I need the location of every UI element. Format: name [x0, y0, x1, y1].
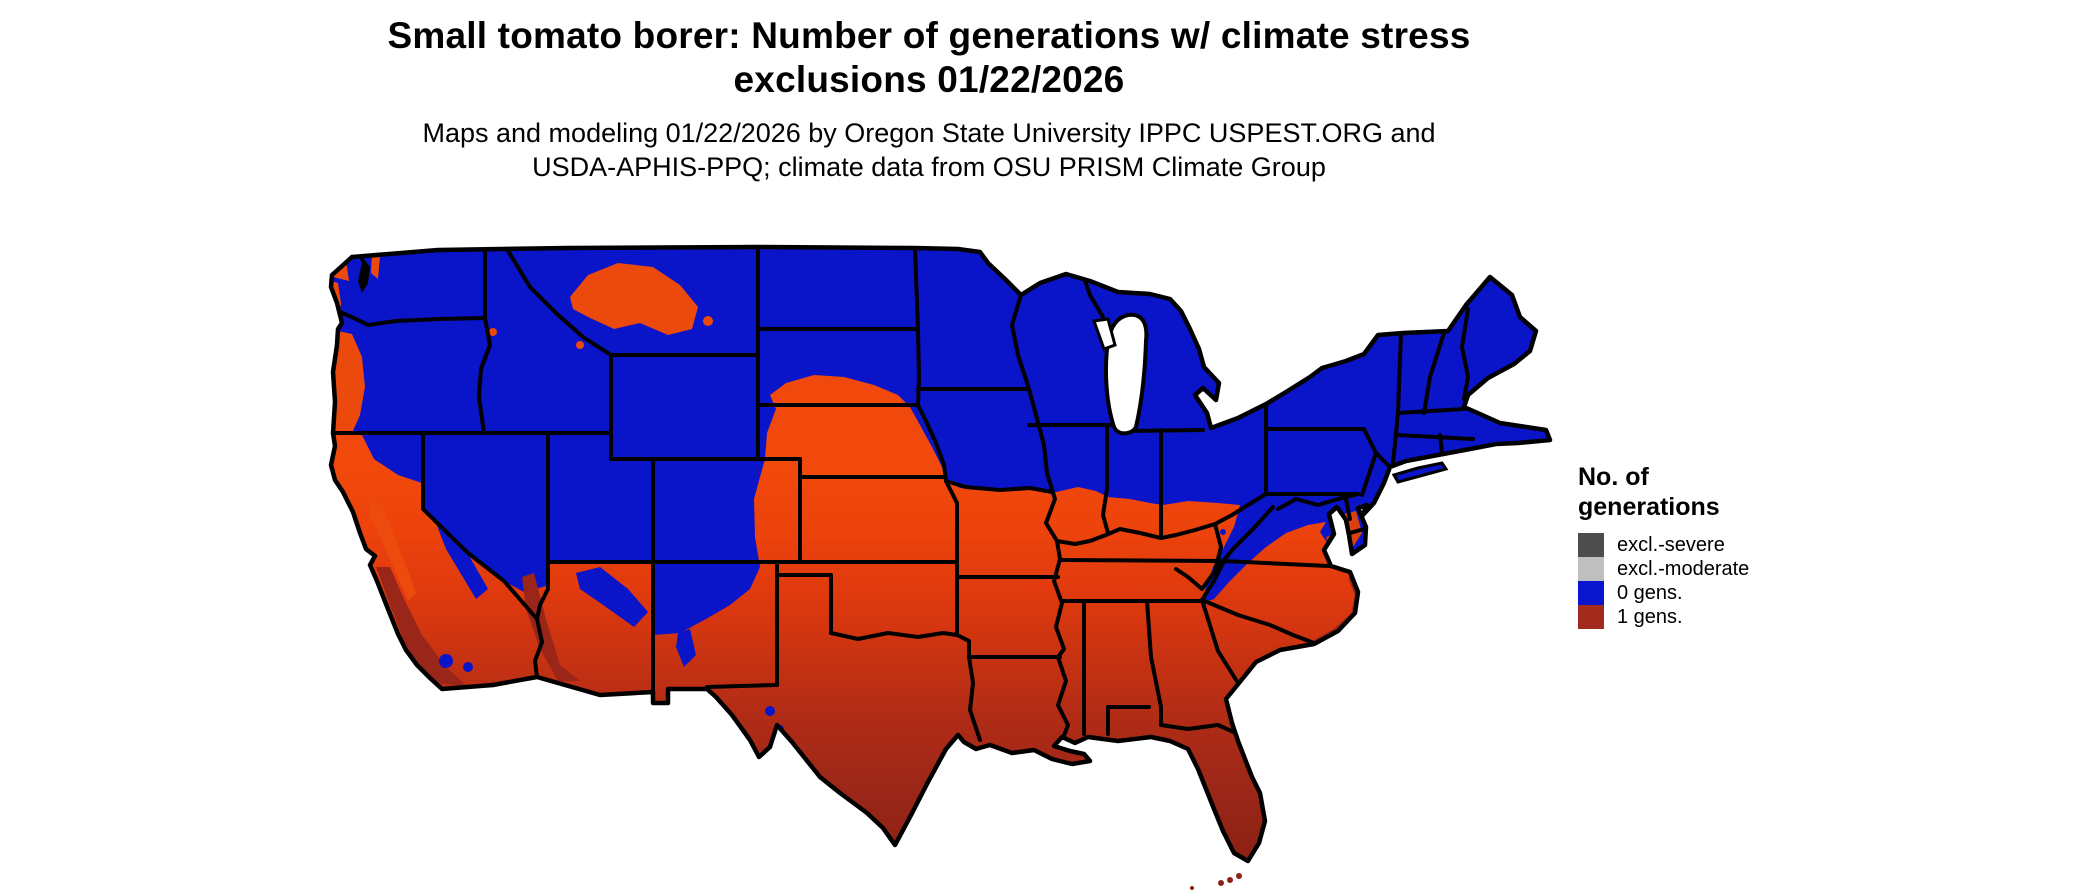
excl-severe-swatch [1578, 533, 1604, 557]
legend-row-excl-moderate: excl.-moderate [1578, 557, 1878, 581]
florida-keys [1190, 873, 1242, 890]
puget-sound [354, 247, 370, 293]
legend-title-line-1: No. of [1578, 463, 1649, 491]
long-island [1391, 461, 1449, 484]
green-bay [1091, 317, 1117, 351]
page-subtitle: Maps and modeling 01/22/2026 by Oregon S… [0, 116, 1858, 184]
title-line-2: exclusions 01/22/2026 [733, 59, 1125, 100]
map-svg [318, 237, 1558, 890]
excl-moderate-swatch [1578, 557, 1604, 581]
one-gens-swatch [1578, 605, 1604, 629]
subtitle-line-2: USDA-APHIS-PPQ; climate data from OSU PR… [532, 152, 1326, 182]
state-borders [331, 247, 1475, 743]
page-title: Small tomato borer: Number of generation… [0, 14, 1858, 102]
legend-row-excl-severe: excl.-severe [1578, 533, 1878, 557]
great-lakes [1091, 312, 1149, 436]
map-legend: No. of generations excl.-severe excl.-mo… [1578, 462, 1878, 629]
zero-gens-swatch [1578, 581, 1604, 605]
excl-severe-label: excl.-severe [1617, 534, 1725, 556]
header: Small tomato borer: Number of generation… [0, 14, 1858, 184]
title-line-1: Small tomato borer: Number of generation… [387, 15, 1471, 56]
one-gens-label: 1 gens. [1617, 606, 1683, 628]
legend-items: excl.-severe excl.-moderate 0 gens. 1 ge… [1578, 533, 1878, 629]
legend-row-0-gens: 0 gens. [1578, 581, 1878, 605]
subtitle-line-1: Maps and modeling 01/22/2026 by Oregon S… [422, 118, 1436, 148]
legend-title-line-2: generations [1578, 493, 1720, 521]
legend-row-1-gens: 1 gens. [1578, 605, 1878, 629]
zero-gens-label: 0 gens. [1617, 582, 1683, 604]
mountain-blue-pockets [362, 435, 1236, 733]
region-0-generations [331, 247, 1550, 861]
excl-moderate-label: excl.-moderate [1617, 558, 1750, 580]
warm-coast-overlays [376, 567, 580, 687]
us-generations-map [318, 237, 1558, 892]
legend-title: No. of generations [1578, 462, 1878, 522]
central-valley-patch [370, 499, 416, 601]
montana-patches [570, 263, 713, 349]
